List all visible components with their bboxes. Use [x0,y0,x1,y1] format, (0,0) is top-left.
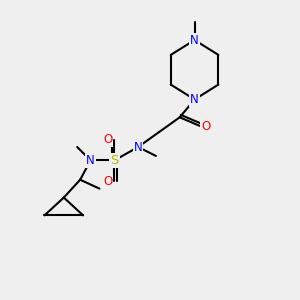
Text: O: O [103,175,112,188]
Text: O: O [201,120,211,133]
Text: N: N [86,154,95,167]
Text: N: N [190,93,199,106]
Text: O: O [103,133,112,146]
Text: N: N [134,140,142,154]
Text: N: N [190,34,199,46]
Text: S: S [110,154,118,167]
